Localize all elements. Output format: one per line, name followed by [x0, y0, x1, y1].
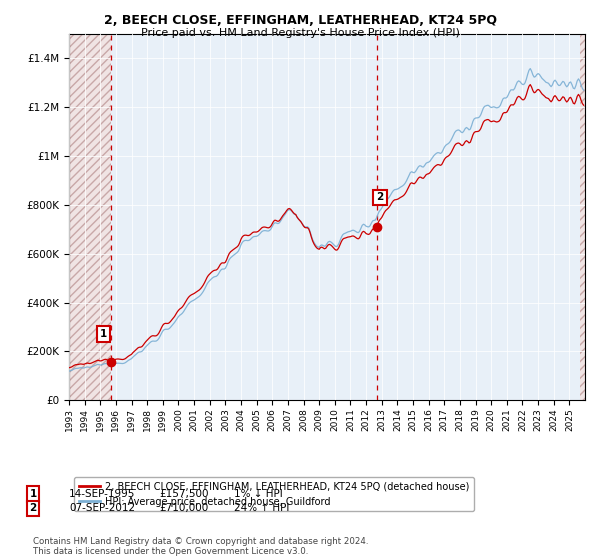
Text: 1% ↓ HPI: 1% ↓ HPI: [234, 489, 283, 499]
Text: 2: 2: [376, 193, 383, 202]
Bar: [69, 34, 112, 400]
Text: 1: 1: [29, 489, 37, 499]
Text: 07-SEP-2012: 07-SEP-2012: [69, 503, 135, 514]
Text: Contains HM Land Registry data © Crown copyright and database right 2024.: Contains HM Land Registry data © Crown c…: [33, 537, 368, 546]
Text: 1: 1: [100, 329, 107, 339]
Text: 14-SEP-1995: 14-SEP-1995: [69, 489, 136, 499]
Text: This data is licensed under the Open Government Licence v3.0.: This data is licensed under the Open Gov…: [33, 547, 308, 556]
Text: 2, BEECH CLOSE, EFFINGHAM, LEATHERHEAD, KT24 5PQ: 2, BEECH CLOSE, EFFINGHAM, LEATHERHEAD, …: [104, 14, 497, 27]
Text: £157,500: £157,500: [159, 489, 209, 499]
Legend: 2, BEECH CLOSE, EFFINGHAM, LEATHERHEAD, KT24 5PQ (detached house), HPI: Average : 2, BEECH CLOSE, EFFINGHAM, LEATHERHEAD, …: [74, 477, 474, 511]
Text: 24% ↑ HPI: 24% ↑ HPI: [234, 503, 289, 514]
Text: £710,000: £710,000: [159, 503, 208, 514]
Text: Price paid vs. HM Land Registry's House Price Index (HPI): Price paid vs. HM Land Registry's House …: [140, 28, 460, 38]
Text: 2: 2: [29, 503, 37, 514]
Bar: [580, 34, 585, 400]
